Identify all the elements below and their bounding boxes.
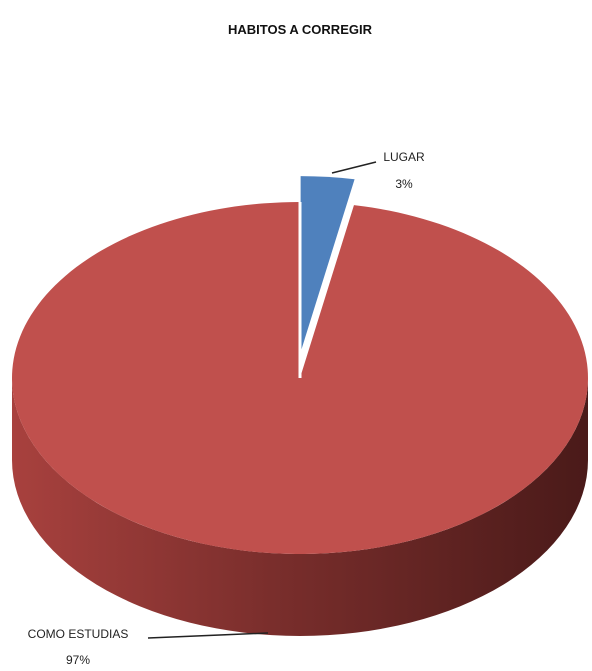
slice-value-como-estudias: 97% [66, 653, 90, 667]
leader-line-lugar [331, 161, 377, 174]
slice-value-lugar: 3% [395, 177, 413, 191]
pie-side-como-estudias [12, 378, 588, 636]
leader-line-como-estudias [147, 632, 269, 639]
slice-label-lugar: LUGAR [383, 150, 425, 164]
slice-label-como-estudias: COMO ESTUDIAS [28, 627, 129, 641]
pie-group [11, 176, 588, 636]
pie-slice-lugar [300, 176, 355, 353]
chart-title: HABITOS A CORREGIR [228, 22, 373, 37]
